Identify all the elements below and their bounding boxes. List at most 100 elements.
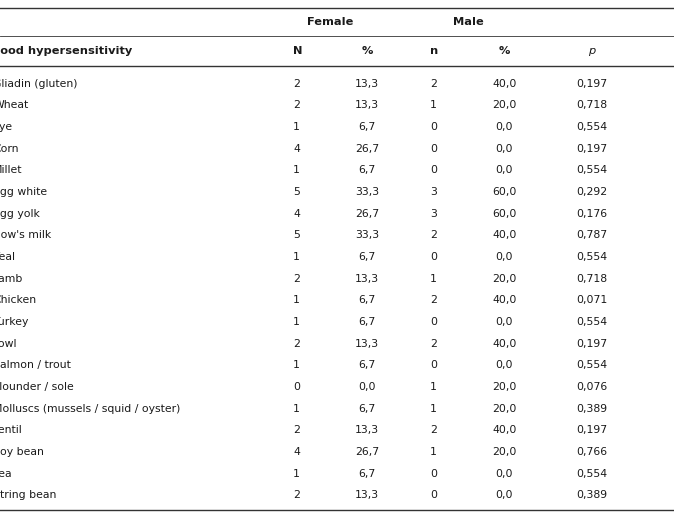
Text: 0,071: 0,071 bbox=[576, 296, 607, 305]
Text: 20,0: 20,0 bbox=[492, 404, 516, 414]
Text: 1: 1 bbox=[293, 122, 300, 132]
Text: 2: 2 bbox=[293, 490, 300, 501]
Text: Flounder / sole: Flounder / sole bbox=[0, 382, 74, 392]
Text: 1: 1 bbox=[293, 469, 300, 479]
Text: 40,0: 40,0 bbox=[492, 339, 516, 349]
Text: 0,554: 0,554 bbox=[576, 166, 607, 175]
Text: Soy bean: Soy bean bbox=[0, 447, 44, 457]
Text: 0,554: 0,554 bbox=[576, 252, 607, 262]
Text: 0: 0 bbox=[430, 317, 437, 327]
Text: 2: 2 bbox=[293, 79, 300, 89]
Text: 0,292: 0,292 bbox=[576, 187, 607, 197]
Text: 40,0: 40,0 bbox=[492, 230, 516, 241]
Text: 0,718: 0,718 bbox=[576, 274, 607, 284]
Text: 4: 4 bbox=[293, 447, 300, 457]
Text: 2: 2 bbox=[293, 100, 300, 111]
Text: Corn: Corn bbox=[0, 144, 19, 154]
Text: 13,3: 13,3 bbox=[355, 339, 379, 349]
Text: Fowl: Fowl bbox=[0, 339, 18, 349]
Text: 2: 2 bbox=[293, 274, 300, 284]
Text: 2: 2 bbox=[430, 79, 437, 89]
Text: Rye: Rye bbox=[0, 122, 13, 132]
Text: 20,0: 20,0 bbox=[492, 447, 516, 457]
Text: %: % bbox=[499, 46, 510, 56]
Text: 13,3: 13,3 bbox=[355, 79, 379, 89]
Text: 0: 0 bbox=[293, 382, 300, 392]
Text: 0: 0 bbox=[430, 252, 437, 262]
Text: 40,0: 40,0 bbox=[492, 79, 516, 89]
Text: 6,7: 6,7 bbox=[359, 404, 376, 414]
Text: 0,0: 0,0 bbox=[359, 382, 376, 392]
Text: Lentil: Lentil bbox=[0, 426, 23, 435]
Text: 5: 5 bbox=[293, 230, 300, 241]
Text: Wheat: Wheat bbox=[0, 100, 28, 111]
Text: 0,197: 0,197 bbox=[576, 426, 607, 435]
Text: 0,554: 0,554 bbox=[576, 469, 607, 479]
Text: 2: 2 bbox=[293, 426, 300, 435]
Text: Egg yolk: Egg yolk bbox=[0, 209, 40, 219]
Text: 0,076: 0,076 bbox=[576, 382, 607, 392]
Text: Turkey: Turkey bbox=[0, 317, 28, 327]
Text: 0,197: 0,197 bbox=[576, 144, 607, 154]
Text: 2: 2 bbox=[293, 339, 300, 349]
Text: %: % bbox=[362, 46, 373, 56]
Text: Salmon / trout: Salmon / trout bbox=[0, 360, 71, 371]
Text: 0,389: 0,389 bbox=[576, 490, 607, 501]
Text: Cow's milk: Cow's milk bbox=[0, 230, 51, 241]
Text: 0,176: 0,176 bbox=[576, 209, 607, 219]
Text: 0: 0 bbox=[430, 144, 437, 154]
Text: 6,7: 6,7 bbox=[359, 252, 376, 262]
Text: 0,0: 0,0 bbox=[495, 144, 513, 154]
Text: 1: 1 bbox=[293, 252, 300, 262]
Text: 0,0: 0,0 bbox=[495, 317, 513, 327]
Text: 0,0: 0,0 bbox=[495, 122, 513, 132]
Text: 1: 1 bbox=[293, 166, 300, 175]
Text: 40,0: 40,0 bbox=[492, 426, 516, 435]
Text: 0,197: 0,197 bbox=[576, 79, 607, 89]
Text: 0,0: 0,0 bbox=[495, 166, 513, 175]
Text: Egg white: Egg white bbox=[0, 187, 47, 197]
Text: Lamb: Lamb bbox=[0, 274, 24, 284]
Text: Veal: Veal bbox=[0, 252, 16, 262]
Text: 0,0: 0,0 bbox=[495, 252, 513, 262]
Text: 60,0: 60,0 bbox=[492, 209, 516, 219]
Text: N: N bbox=[293, 46, 303, 56]
Text: Chicken: Chicken bbox=[0, 296, 36, 305]
Text: 0: 0 bbox=[430, 122, 437, 132]
Text: Pea: Pea bbox=[0, 469, 13, 479]
Text: 1: 1 bbox=[430, 447, 437, 457]
Text: 0,554: 0,554 bbox=[576, 360, 607, 371]
Text: 3: 3 bbox=[430, 187, 437, 197]
Text: 26,7: 26,7 bbox=[355, 447, 379, 457]
Text: 1: 1 bbox=[430, 382, 437, 392]
Text: 0: 0 bbox=[430, 469, 437, 479]
Text: 6,7: 6,7 bbox=[359, 166, 376, 175]
Text: 0: 0 bbox=[430, 166, 437, 175]
Text: 26,7: 26,7 bbox=[355, 209, 379, 219]
Text: 0,389: 0,389 bbox=[576, 404, 607, 414]
Text: 6,7: 6,7 bbox=[359, 122, 376, 132]
Text: Food hypersensitivity: Food hypersensitivity bbox=[0, 46, 133, 56]
Text: 13,3: 13,3 bbox=[355, 426, 379, 435]
Text: 1: 1 bbox=[293, 404, 300, 414]
Text: 20,0: 20,0 bbox=[492, 274, 516, 284]
Text: 1: 1 bbox=[293, 296, 300, 305]
Text: n: n bbox=[430, 46, 438, 56]
Text: 0,554: 0,554 bbox=[576, 317, 607, 327]
Text: 1: 1 bbox=[430, 404, 437, 414]
Text: String bean: String bean bbox=[0, 490, 57, 501]
Text: 6,7: 6,7 bbox=[359, 317, 376, 327]
Text: 0: 0 bbox=[430, 360, 437, 371]
Text: 3: 3 bbox=[430, 209, 437, 219]
Text: 2: 2 bbox=[430, 426, 437, 435]
Text: 4: 4 bbox=[293, 144, 300, 154]
Text: 33,3: 33,3 bbox=[355, 230, 379, 241]
Text: 6,7: 6,7 bbox=[359, 296, 376, 305]
Text: 0: 0 bbox=[430, 490, 437, 501]
Text: 20,0: 20,0 bbox=[492, 100, 516, 111]
Text: 5: 5 bbox=[293, 187, 300, 197]
Text: 0,787: 0,787 bbox=[576, 230, 607, 241]
Text: 0,554: 0,554 bbox=[576, 122, 607, 132]
Text: Male: Male bbox=[453, 17, 484, 27]
Text: 4: 4 bbox=[293, 209, 300, 219]
